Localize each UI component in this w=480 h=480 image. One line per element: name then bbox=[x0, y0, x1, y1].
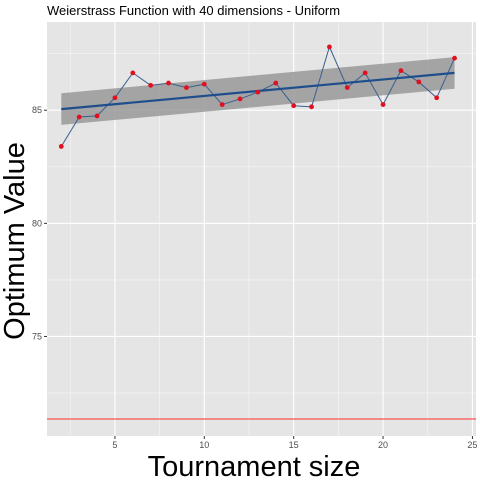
data-point bbox=[112, 95, 118, 101]
y-tick-label: 80 bbox=[32, 218, 42, 228]
data-point bbox=[273, 80, 279, 86]
data-point bbox=[255, 89, 261, 95]
chart-title: Weierstrass Function with 40 dimensions … bbox=[47, 3, 340, 18]
data-point bbox=[201, 81, 207, 87]
data-point bbox=[130, 70, 136, 76]
data-point bbox=[76, 114, 82, 120]
y-tick-label: 75 bbox=[32, 331, 42, 341]
data-point bbox=[344, 85, 350, 91]
data-point bbox=[434, 95, 440, 101]
data-point bbox=[94, 113, 100, 119]
data-point bbox=[398, 68, 404, 74]
data-point bbox=[219, 102, 225, 107]
x-axis-ticks: 5 10 15 20 25 bbox=[112, 436, 477, 450]
x-tick-label: 10 bbox=[199, 440, 209, 450]
points-layer bbox=[58, 44, 457, 149]
y-axis-title: Optimum Value bbox=[0, 142, 31, 340]
x-tick-label: 20 bbox=[378, 440, 388, 450]
data-point bbox=[166, 80, 171, 86]
data-point bbox=[309, 104, 314, 110]
data-point bbox=[184, 85, 189, 91]
x-tick-label: 15 bbox=[289, 440, 299, 450]
data-point bbox=[452, 55, 457, 61]
data-point bbox=[148, 82, 154, 88]
y-tick-label: 85 bbox=[32, 105, 42, 115]
x-tick-label: 25 bbox=[467, 440, 477, 450]
data-point bbox=[291, 103, 297, 109]
data-point bbox=[58, 144, 64, 149]
x-tick-label: 5 bbox=[112, 440, 117, 450]
data-point bbox=[416, 79, 422, 85]
y-axis-ticks: 75 80 85 bbox=[32, 105, 47, 341]
data-point bbox=[380, 102, 386, 107]
data-point bbox=[327, 44, 332, 50]
data-point bbox=[362, 70, 368, 76]
x-axis-title: Tournament size bbox=[148, 451, 361, 480]
data-point bbox=[237, 96, 243, 102]
